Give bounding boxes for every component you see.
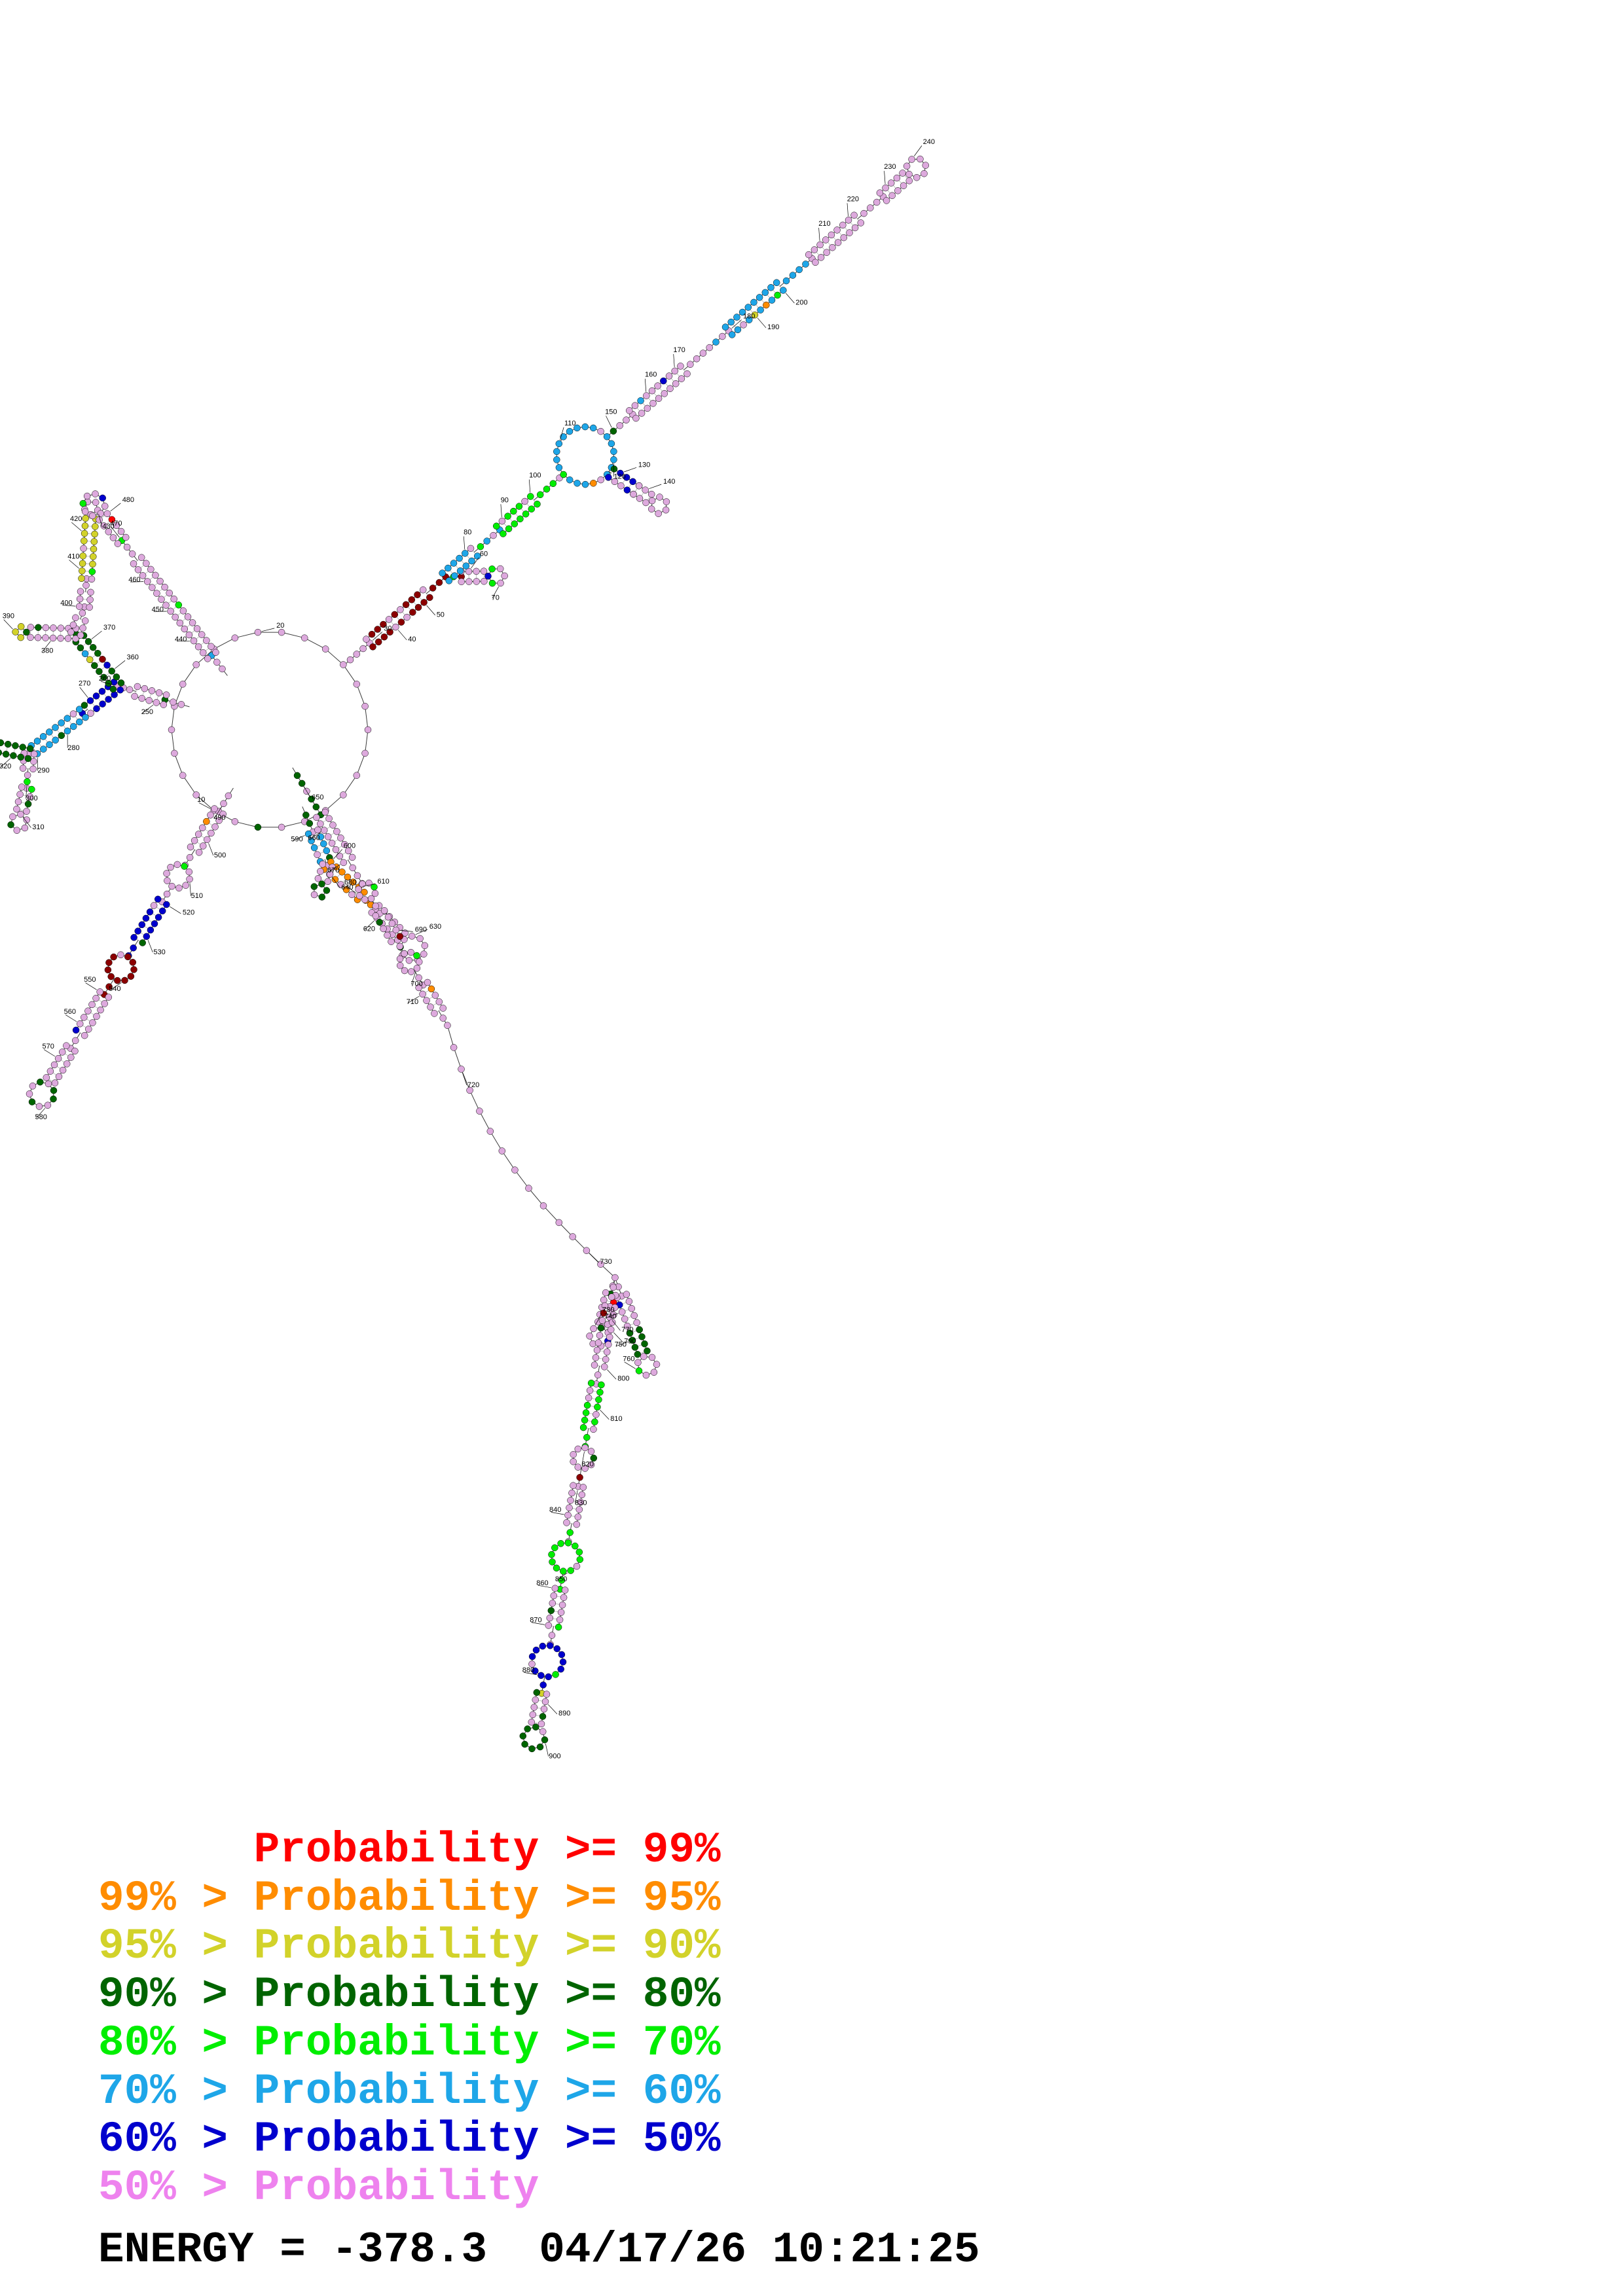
- svg-text:80: 80: [464, 529, 471, 537]
- svg-text:500: 500: [214, 852, 226, 859]
- svg-text:870: 870: [530, 1616, 541, 1624]
- svg-text:10: 10: [197, 796, 205, 804]
- svg-text:470: 470: [110, 520, 122, 528]
- svg-text:660: 660: [308, 834, 319, 842]
- svg-text:490: 490: [213, 814, 225, 821]
- svg-text:720: 720: [467, 1081, 479, 1089]
- svg-text:240: 240: [923, 138, 935, 146]
- svg-text:620: 620: [363, 925, 375, 933]
- svg-text:820: 820: [582, 1461, 594, 1469]
- svg-text:20: 20: [276, 622, 284, 630]
- svg-text:250: 250: [141, 708, 153, 716]
- svg-text:630: 630: [429, 923, 441, 931]
- svg-text:760: 760: [623, 1355, 634, 1363]
- svg-text:370: 370: [103, 624, 115, 632]
- svg-text:830: 830: [575, 1499, 587, 1507]
- svg-text:90: 90: [501, 496, 509, 504]
- svg-text:320: 320: [0, 762, 11, 770]
- svg-text:780: 780: [602, 1306, 614, 1314]
- svg-text:550: 550: [84, 976, 96, 984]
- svg-text:410: 410: [67, 553, 79, 561]
- svg-text:890: 890: [558, 1710, 570, 1717]
- svg-text:840: 840: [549, 1506, 561, 1514]
- svg-text:290: 290: [37, 767, 49, 775]
- svg-text:120: 120: [614, 473, 626, 480]
- svg-text:420: 420: [70, 515, 82, 523]
- svg-text:110: 110: [564, 420, 576, 427]
- svg-text:690: 690: [415, 926, 427, 934]
- svg-text:300: 300: [26, 795, 37, 802]
- svg-text:390: 390: [3, 612, 14, 620]
- svg-text:440: 440: [175, 636, 187, 643]
- svg-text:40: 40: [408, 636, 416, 643]
- svg-text:580: 580: [35, 1113, 47, 1121]
- svg-text:610: 610: [377, 878, 389, 886]
- svg-text:210: 210: [818, 220, 830, 228]
- svg-text:30: 30: [384, 625, 392, 633]
- svg-text:520: 520: [183, 908, 194, 916]
- svg-text:170: 170: [673, 346, 685, 354]
- svg-text:260: 260: [99, 675, 111, 683]
- svg-text:230: 230: [884, 163, 896, 171]
- svg-text:190: 190: [767, 323, 779, 331]
- svg-text:800: 800: [617, 1374, 629, 1382]
- svg-text:280: 280: [67, 744, 79, 752]
- svg-text:180: 180: [743, 313, 755, 321]
- svg-text:730: 730: [600, 1258, 611, 1266]
- svg-text:70: 70: [492, 594, 500, 601]
- svg-text:130: 130: [638, 461, 650, 469]
- svg-text:570: 570: [43, 1043, 54, 1050]
- svg-text:900: 900: [549, 1753, 560, 1761]
- svg-text:50: 50: [437, 611, 445, 619]
- svg-text:400: 400: [60, 599, 72, 607]
- svg-text:710: 710: [407, 998, 418, 1006]
- svg-text:540: 540: [109, 985, 120, 993]
- svg-text:770: 770: [621, 1326, 633, 1334]
- svg-text:860: 860: [536, 1579, 548, 1587]
- svg-text:650: 650: [312, 794, 323, 802]
- svg-text:670: 670: [327, 867, 339, 874]
- svg-text:140: 140: [663, 478, 675, 486]
- svg-text:150: 150: [605, 408, 617, 416]
- svg-text:270: 270: [79, 680, 90, 688]
- svg-text:530: 530: [153, 948, 165, 956]
- svg-text:790: 790: [624, 1338, 636, 1346]
- svg-text:100: 100: [529, 472, 541, 480]
- svg-text:510: 510: [191, 892, 203, 900]
- svg-text:380: 380: [41, 647, 53, 655]
- svg-text:810: 810: [610, 1415, 622, 1423]
- svg-text:450: 450: [152, 606, 164, 614]
- svg-text:560: 560: [64, 1008, 76, 1016]
- svg-text:160: 160: [645, 371, 657, 379]
- svg-text:700: 700: [410, 980, 422, 988]
- svg-text:680: 680: [344, 878, 356, 886]
- svg-text:880: 880: [522, 1666, 534, 1674]
- svg-text:600: 600: [344, 842, 356, 850]
- svg-text:480: 480: [122, 496, 134, 504]
- svg-text:590: 590: [291, 835, 302, 843]
- svg-text:200: 200: [795, 298, 807, 306]
- svg-text:360: 360: [127, 653, 139, 661]
- svg-text:310: 310: [32, 823, 44, 831]
- svg-text:460: 460: [128, 576, 140, 584]
- svg-text:220: 220: [847, 195, 859, 203]
- svg-text:60: 60: [480, 550, 488, 558]
- svg-text:850: 850: [555, 1575, 567, 1583]
